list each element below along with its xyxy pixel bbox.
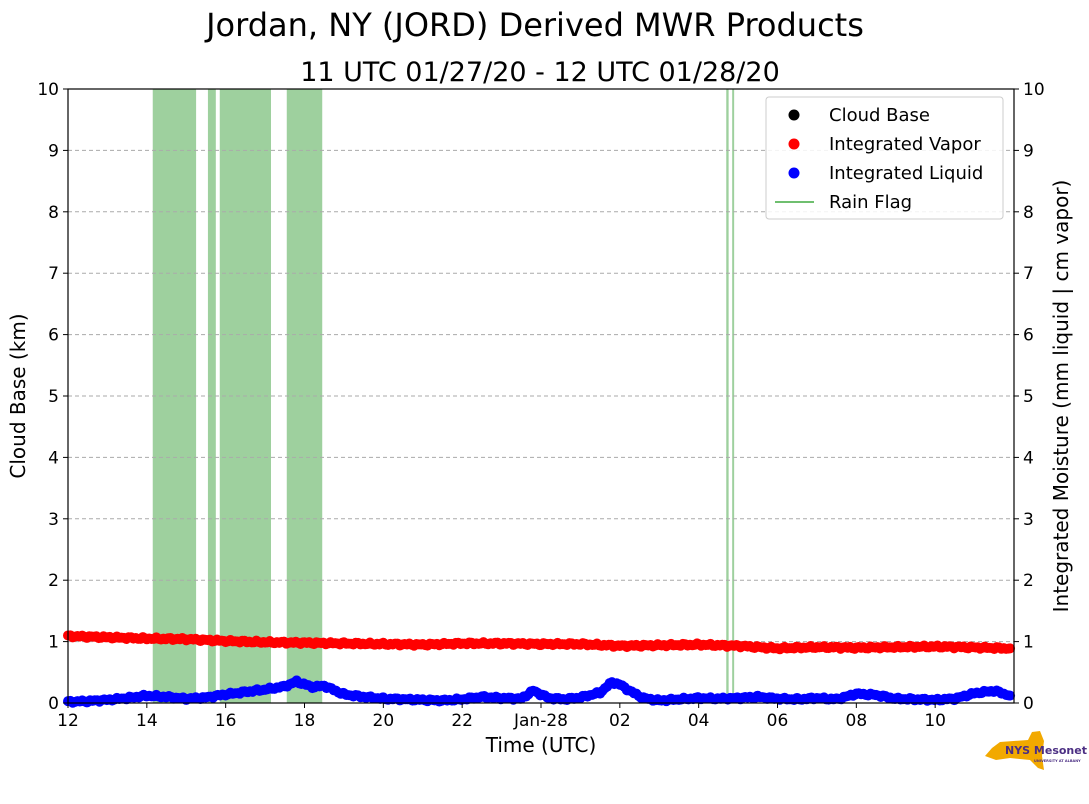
y-tick-label: 3 — [1023, 510, 1034, 530]
x-tick-label: 02 — [609, 711, 631, 731]
y-tick-label: 5 — [48, 387, 59, 407]
y-tick-label: 10 — [37, 80, 59, 100]
y-axis-left-ticks: 0 1 2 3 4 5 6 7 8 9 10 — [37, 80, 68, 714]
y-tick-label: 1 — [48, 633, 59, 653]
y-tick-label: 7 — [48, 264, 59, 284]
x-axis-ticks: 12 14 16 18 20 22 Jan-28 02 04 06 08 10 — [57, 703, 946, 731]
x-tick-label: 10 — [924, 711, 946, 731]
legend-label: Integrated Vapor — [829, 134, 981, 155]
y-tick-label: 6 — [1023, 326, 1034, 346]
legend-label: Integrated Liquid — [829, 163, 983, 184]
y-tick-label: 0 — [1023, 694, 1034, 714]
x-tick-label: 20 — [373, 711, 395, 731]
x-tick-label: 18 — [294, 711, 316, 731]
y-tick-label: 8 — [48, 203, 59, 223]
legend-box — [765, 96, 1004, 220]
legend-items: Cloud Base Integrated Vapor Integrated Liq… — [775, 105, 983, 213]
nys-mesonet-logo: NYS Mesonet UNIVERSITY AT ALBANY — [985, 731, 1087, 770]
x-tick-label: 22 — [451, 711, 473, 731]
y-tick-label: 9 — [1023, 141, 1034, 161]
x-tick-label: 14 — [136, 711, 158, 731]
y-tick-label: 2 — [48, 571, 59, 591]
chart-subtitle: 11 UTC 01/27/20 - 12 UTC 01/28/20 — [300, 57, 780, 88]
logo-subtext: UNIVERSITY AT ALBANY — [1034, 759, 1081, 763]
x-tick-label: 08 — [846, 711, 868, 731]
legend-marker — [788, 109, 800, 121]
y-axis-left-label: Cloud Base (km) — [6, 313, 30, 478]
y-tick-label: 8 — [1023, 203, 1034, 223]
integrated-liquid-series — [63, 675, 1016, 708]
nys-state-shape-icon — [985, 731, 1044, 770]
x-axis-label: Time (UTC) — [485, 733, 597, 757]
y-tick-label: 9 — [48, 141, 59, 161]
y-tick-label: 4 — [48, 448, 59, 468]
x-tick-label: 16 — [215, 711, 237, 731]
y-tick-label: 0 — [48, 694, 59, 714]
y-tick-label: 4 — [1023, 448, 1034, 468]
y-tick-label: 7 — [1023, 264, 1034, 284]
legend-marker — [788, 167, 800, 179]
chart-title: Jordan, NY (JORD) Derived MWR Products — [204, 6, 864, 44]
x-tick-label: Jan-28 — [513, 711, 568, 731]
legend-label: Rain Flag — [829, 192, 912, 213]
y-tick-label: 1 — [1023, 633, 1034, 653]
y-tick-label: 3 — [48, 510, 59, 530]
y-axis-right-label: Integrated Moisture (mm liquid | cm vapo… — [1049, 180, 1073, 613]
y-tick-label: 10 — [1023, 80, 1045, 100]
legend-marker — [788, 138, 800, 150]
legend-label: Cloud Base — [829, 105, 930, 126]
y-tick-label: 6 — [48, 326, 59, 346]
y-axis-right-ticks: 0 1 2 3 4 5 6 7 8 9 10 — [1014, 80, 1045, 714]
x-tick-label: 12 — [57, 711, 79, 731]
logo-text: NYS Mesonet — [1005, 744, 1087, 757]
data-point — [1005, 690, 1016, 701]
x-tick-label: 06 — [767, 711, 789, 731]
data-point — [1005, 643, 1016, 654]
y-tick-label: 5 — [1023, 387, 1034, 407]
y-tick-label: 2 — [1023, 571, 1034, 591]
x-tick-label: 04 — [688, 711, 710, 731]
integrated-vapor-series — [63, 630, 1016, 655]
legend: Cloud Base Integrated Vapor Integrated Liq… — [765, 96, 1004, 220]
